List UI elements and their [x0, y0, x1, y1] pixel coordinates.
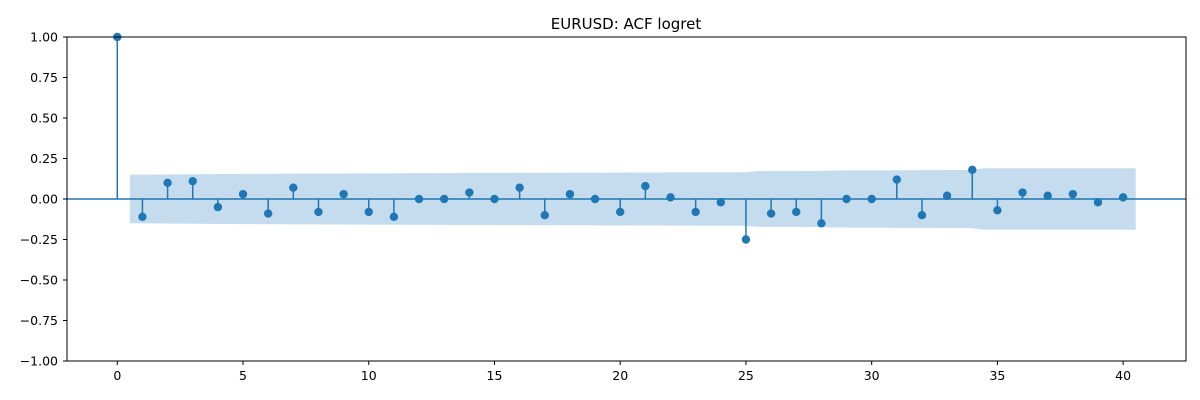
x-tick-label: 0 — [113, 368, 121, 383]
acf-point-lag-9 — [339, 189, 348, 199]
acf-point-lag-8 — [314, 207, 323, 217]
acf-point-lag-28 — [817, 219, 826, 228]
y-tick-label: 0.25 — [30, 151, 58, 166]
acf-point-lag-35 — [993, 206, 1002, 215]
acf-point-lag-26 — [766, 209, 776, 218]
acf-point-lag-13 — [439, 194, 449, 204]
acf-point-lag-10 — [364, 207, 373, 217]
acf-point-lag-11 — [389, 212, 399, 222]
y-tick-label: 0.50 — [30, 111, 58, 126]
acf-point-lag-19 — [590, 194, 600, 204]
acf-point-lag-25 — [741, 235, 751, 244]
x-tick-label: 40 — [1115, 368, 1131, 383]
acf-point-lag-22 — [666, 193, 675, 202]
y-tick-label: −0.75 — [20, 313, 58, 328]
acf-point-lag-36 — [1018, 188, 1027, 197]
acf-point-lag-38 — [1068, 189, 1078, 199]
acf-point-lag-32 — [917, 211, 927, 220]
y-tick-label: 0.00 — [30, 192, 58, 207]
acf-point-lag-30 — [867, 194, 876, 204]
acf-point-lag-2 — [163, 178, 172, 187]
x-tick-label: 15 — [487, 368, 503, 383]
acf-point-lag-37 — [1043, 191, 1052, 200]
acf-point-lag-14 — [465, 188, 474, 197]
acf-point-lag-12 — [414, 194, 424, 204]
y-tick-label: 0.75 — [30, 70, 58, 85]
acf-point-lag-27 — [792, 207, 801, 217]
acf-point-lag-39 — [1093, 198, 1103, 207]
acf-point-lag-17 — [540, 211, 549, 220]
acf-point-lag-3 — [188, 176, 197, 186]
axes: 0 5 10 15 20 25 30 35 40 1.00 0.75 0.50 0.25 0.00 −0.2… — [20, 30, 1187, 383]
acf-point-lag-29 — [842, 194, 851, 204]
y-tick-label: −0.25 — [20, 232, 58, 247]
y-tick-label: −1.00 — [20, 354, 58, 369]
acf-point-lag-24 — [716, 198, 725, 207]
acf-point-lag-20 — [616, 207, 625, 217]
x-tick-label: 25 — [738, 368, 754, 383]
acf-point-lag-15 — [490, 194, 499, 204]
acf-point-lag-31 — [892, 175, 902, 184]
acf-point-lag-5 — [238, 189, 248, 199]
acf-point-lag-7 — [289, 183, 298, 192]
acf-point-lag-21 — [641, 181, 650, 191]
acf-point-lag-4 — [213, 202, 223, 212]
acf-point-lag-16 — [515, 183, 524, 192]
x-tick-label: 5 — [239, 368, 247, 383]
acf-point-lag-1 — [138, 212, 147, 222]
y-tick-label: 1.00 — [30, 30, 58, 45]
x-tick-label: 20 — [612, 368, 628, 383]
acf-point-lag-34 — [968, 165, 977, 175]
x-tick-label: 30 — [864, 368, 880, 383]
x-tick-label: 10 — [361, 368, 377, 383]
y-tick-label: −0.50 — [20, 273, 58, 288]
acf-point-lag-40 — [1118, 193, 1128, 202]
x-tick-label: 35 — [989, 368, 1005, 383]
acf-point-lag-6 — [263, 209, 273, 218]
acf-point-lag-33 — [942, 191, 952, 200]
chart-title: EURUSD: ACF logret — [551, 15, 702, 33]
acf-point-lag-18 — [565, 189, 575, 199]
acf-point-lag-23 — [691, 207, 700, 217]
